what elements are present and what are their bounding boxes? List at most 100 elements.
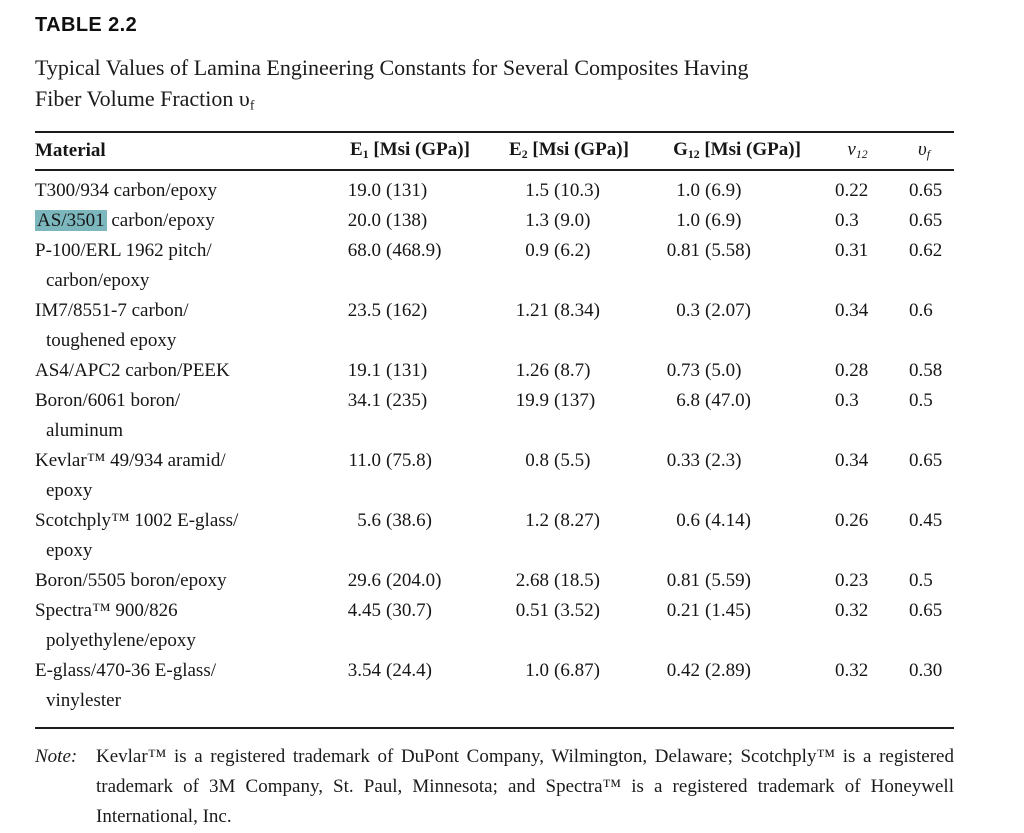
material-cell: E-glass/470-36 E-glass/vinylester: [35, 656, 335, 728]
column-header-material: Material: [35, 131, 335, 172]
value-main: 0.9: [525, 240, 549, 262]
e1-cell: 19.1 (131): [335, 356, 485, 386]
value-main: 0.21: [666, 600, 700, 622]
table-caption-line1: Typical Values of Lamina Engineering Con…: [35, 55, 749, 80]
material-cell: IM7/8551-7 carbon/toughened epoxy: [35, 296, 335, 356]
value-parenthetical: (47.0): [705, 390, 751, 412]
value-parenthetical: (3.52): [554, 600, 600, 622]
value-main: 4.45: [347, 600, 381, 622]
column-header-base: G: [673, 139, 688, 161]
column-header-units: [Msi (GPa)]: [368, 139, 470, 161]
value-main: 0.81: [666, 240, 700, 262]
material-line: P-100/ERL 1962 pitch/: [35, 240, 212, 262]
material-cell: Boron/5505 boron/epoxy: [35, 566, 335, 596]
value-main: 0.33: [666, 450, 700, 472]
fiber-volume-fraction-symbol-subscript: f: [249, 97, 255, 113]
value-parenthetical: (2.07): [705, 300, 751, 322]
table-row: Boron/5505 boron/epoxy 29.6 (204.0) 2.68 (18…: [35, 566, 954, 596]
table-row: Boron/6061 boron/aluminum 34.1 (235) 19.9 (1…: [35, 386, 954, 446]
vf-cell: 0.65: [909, 600, 943, 622]
nu12-cell: 0.32: [835, 600, 869, 622]
material-line: aluminum: [46, 420, 124, 442]
value-parenthetical: (8.34): [554, 300, 600, 322]
value-main: 5.6: [357, 510, 381, 532]
value-main: 1.21: [515, 300, 549, 322]
value-parenthetical: (8.27): [554, 510, 600, 532]
e2-cell: 0.51 (3.52): [485, 596, 653, 656]
value-main: 1.0: [525, 660, 549, 682]
value-parenthetical: (131): [386, 360, 428, 382]
e1-cell: 68.0 (468.9): [335, 236, 485, 296]
nu12-cell: 0.31: [835, 240, 869, 262]
material-line: Boron/6061 boron/: [35, 390, 181, 412]
value-main: 1.3: [525, 210, 549, 232]
value-parenthetical: (235): [386, 390, 428, 412]
value-parenthetical: (2.89): [705, 660, 751, 682]
value-parenthetical: (162): [386, 300, 428, 322]
table-body: T300/934 carbon/epoxy 19.0 (131) 1.5 (10.3) 1…: [35, 170, 954, 729]
material-line: epoxy: [46, 540, 93, 562]
value-parenthetical: (137): [554, 390, 596, 412]
value-parenthetical: (468.9): [386, 240, 442, 262]
material-cell: Spectra™ 900/826 polyethylene/epoxy: [35, 596, 335, 656]
footnote-label: Note:: [35, 746, 78, 768]
column-header-units: [Msi (GPa)]: [527, 139, 629, 161]
material-cell: Boron/6061 boron/aluminum: [35, 386, 335, 446]
table-row: AS4/APC2 carbon/PEEK 19.1 (131) 1.26 (8.7) 0.…: [35, 356, 954, 386]
table-caption-line2-text: Fiber Volume Fraction: [35, 86, 239, 111]
value-parenthetical: (2.3): [705, 450, 742, 472]
value-main: 11.0: [348, 450, 381, 472]
value-parenthetical: (5.59): [705, 570, 751, 592]
nu12-cell: 0.34: [835, 450, 869, 472]
g12-cell: 0.42 (2.89): [653, 656, 821, 728]
value-main: 20.0: [347, 210, 381, 232]
value-main: 19.9: [515, 390, 549, 412]
value-main: 0.6: [676, 510, 700, 532]
footnote-text: Kevlar™ is a registered trademark of DuP…: [96, 746, 954, 828]
nu12-cell: 0.34: [835, 300, 869, 322]
vf-cell: 0.6: [909, 300, 933, 322]
value-parenthetical: (38.6): [386, 510, 432, 532]
value-main: 1.0: [676, 180, 700, 202]
column-header-vf: υf: [894, 131, 954, 172]
material-line: toughened epoxy: [46, 330, 177, 352]
e2-cell: 2.68 (18.5): [485, 566, 653, 596]
vf-cell: 0.58: [909, 360, 943, 382]
table-header-row: Material E1 [Msi (GPa)] E2 [Msi (GPa)] G12 …: [35, 131, 954, 172]
value-main: 3.54: [347, 660, 381, 682]
column-header-base: ν: [847, 139, 856, 161]
e1-cell: 29.6 (204.0): [335, 566, 485, 596]
material-line: T300/934 carbon/epoxy: [35, 180, 218, 202]
material-line: Boron/5505 boron/epoxy: [35, 570, 227, 592]
table-row: Scotchply™ 1002 E-glass/epoxy 5.6 (38.6) 1.…: [35, 506, 954, 566]
value-main: 1.26: [515, 360, 549, 382]
e1-cell: 3.54 (24.4): [335, 656, 485, 728]
value-parenthetical: (9.0): [554, 210, 591, 232]
material-line: AS/3501 carbon/epoxy: [35, 210, 215, 232]
table-row: AS/3501 carbon/epoxy 20.0 (138) 1.3 (9.0) 1.0…: [35, 206, 954, 236]
vf-cell: 0.62: [909, 240, 943, 262]
e2-cell: 1.3 (9.0): [485, 206, 653, 236]
value-main: 34.1: [347, 390, 381, 412]
table-row: Spectra™ 900/826 polyethylene/epoxy 4.45 (3…: [35, 596, 954, 656]
table-number-label: TABLE 2.2: [35, 14, 138, 36]
value-main: 1.5: [525, 180, 549, 202]
value-parenthetical: (1.45): [705, 600, 751, 622]
e1-cell: 20.0 (138): [335, 206, 485, 236]
material-line: Kevlar™ 49/934 aramid/: [35, 450, 226, 472]
column-header-subscript: 12: [687, 148, 700, 162]
value-main: 0.51: [515, 600, 549, 622]
e2-cell: 1.2 (8.27): [485, 506, 653, 566]
value-parenthetical: (6.9): [705, 210, 742, 232]
g12-cell: 0.81 (5.59): [653, 566, 821, 596]
e2-cell: 1.0 (6.87): [485, 656, 653, 728]
vf-cell: 0.45: [909, 510, 943, 532]
e2-cell: 1.5 (10.3): [485, 170, 653, 206]
value-main: 19.1: [347, 360, 381, 382]
material-cell: T300/934 carbon/epoxy: [35, 170, 335, 206]
table-header: Material E1 [Msi (GPa)] E2 [Msi (GPa)] G12 …: [35, 131, 954, 172]
table-footnote: Note: Kevlar™ is a registered trademark …: [35, 742, 954, 832]
material-line: polyethylene/epoxy: [46, 630, 196, 652]
value-parenthetical: (5.0): [705, 360, 742, 382]
nu12-cell: 0.32: [835, 660, 869, 682]
